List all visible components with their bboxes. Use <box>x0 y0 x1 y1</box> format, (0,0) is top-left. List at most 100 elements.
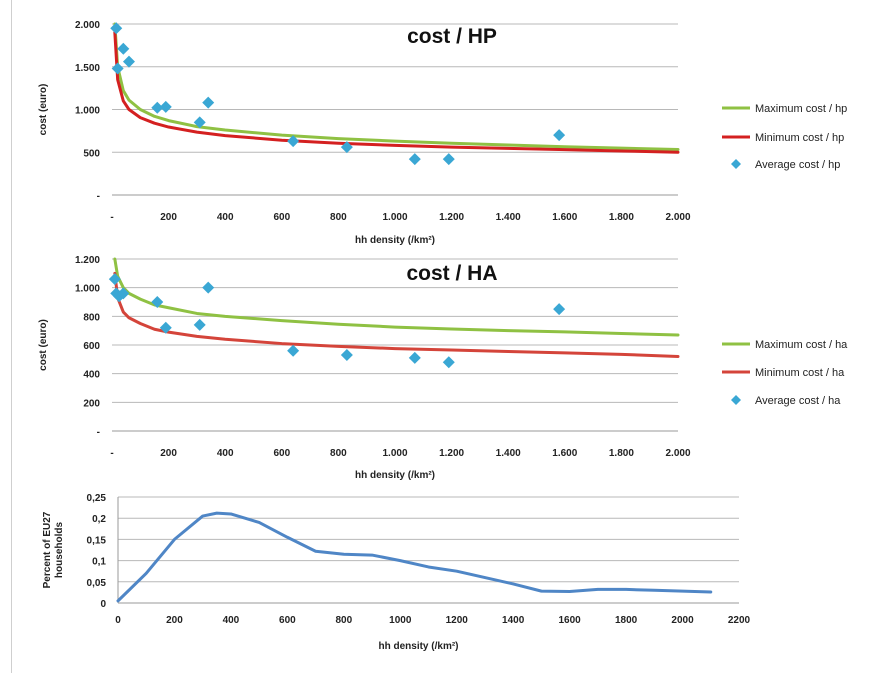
y-axis-label: cost (euro) <box>38 319 49 371</box>
data-point-marker <box>151 101 164 114</box>
x-tick-label: - <box>110 212 113 223</box>
data-point-marker <box>108 273 121 286</box>
chart-2: - 200 400 600 800 1.000 1.200 - 200 400 600 800 1.00… <box>38 255 848 481</box>
x-tick-label: 1400 <box>502 615 525 626</box>
x-tick-label: 800 <box>330 448 347 459</box>
y-axis-label-line: households <box>54 522 65 579</box>
data-point-marker <box>122 55 135 68</box>
x-tick-label: 1600 <box>559 615 582 626</box>
legend-label: Average cost / ha <box>755 395 841 407</box>
y-axis-label: cost (euro) <box>38 84 49 136</box>
x-tick-label: 1.600 <box>552 212 577 223</box>
y-tick-label: 0,15 <box>87 535 107 546</box>
data-point-marker <box>340 349 353 362</box>
y-tick-label: 200 <box>83 398 100 409</box>
data-point-marker <box>553 303 566 316</box>
x-tick-label: 200 <box>160 212 177 223</box>
x-tick-label: 1.400 <box>496 212 521 223</box>
y-tick-label: 1.000 <box>75 284 100 295</box>
data-point-marker <box>202 96 215 109</box>
y-tick-label: 500 <box>83 148 100 159</box>
y-tick-label: 0 <box>100 599 106 610</box>
data-point-marker <box>340 141 353 154</box>
x-tick-label: 1.200 <box>439 448 464 459</box>
x-tick-label: 2200 <box>728 615 751 626</box>
legend-label: Maximum cost / ha <box>755 339 848 351</box>
x-axis-label: hh density (/km²) <box>355 235 435 246</box>
x-tick-label: 1.800 <box>609 448 634 459</box>
y-tick-label: - <box>97 191 100 202</box>
x-tick-label: 600 <box>279 615 296 626</box>
x-tick-label: 0 <box>115 615 121 626</box>
data-point-marker <box>110 22 123 35</box>
data-point-marker <box>117 42 130 55</box>
legend-label: Minimum cost / ha <box>755 367 845 379</box>
x-tick-label: 600 <box>273 212 290 223</box>
x-tick-label: 800 <box>335 615 352 626</box>
series-line-2 <box>113 271 680 358</box>
y-tick-label: 600 <box>83 341 100 352</box>
data-point-marker <box>202 281 215 294</box>
x-tick-label: 1.400 <box>496 448 521 459</box>
x-tick-label: 800 <box>330 212 347 223</box>
data-point-marker <box>193 318 206 331</box>
data-point-marker <box>408 351 421 364</box>
data-point-marker <box>408 153 421 166</box>
y-tick-label: 800 <box>83 312 100 323</box>
legend-swatch <box>731 159 741 169</box>
x-tick-label: 1.000 <box>382 212 407 223</box>
data-point-marker <box>151 296 164 308</box>
data-point-marker <box>442 153 455 166</box>
x-tick-label: 2.000 <box>665 212 690 223</box>
y-tick-label: 0,2 <box>92 514 106 525</box>
data-point-marker <box>553 129 566 142</box>
x-tick-label: 1.000 <box>382 448 407 459</box>
chart-3: 0 0,05 0,1 0,15 0,2 0,25 0 200 400 600 800 1000 1200… <box>42 493 751 652</box>
legend-label: Maximum cost / hp <box>755 103 847 115</box>
y-tick-label: 1.500 <box>75 63 100 74</box>
x-tick-label: 1200 <box>446 615 469 626</box>
y-tick-label: 400 <box>83 370 100 381</box>
data-point-marker <box>159 321 172 334</box>
chart-title: cost / HP <box>407 25 497 48</box>
x-tick-label: 400 <box>223 615 240 626</box>
x-tick-label: 600 <box>273 448 290 459</box>
data-point-marker <box>287 135 300 148</box>
y-tick-label: - <box>97 427 100 438</box>
series-line-2 <box>113 31 680 154</box>
y-axis-label: Percent of EU27households <box>42 511 65 588</box>
y-tick-label: 0,05 <box>87 578 107 589</box>
x-tick-label: 400 <box>217 448 234 459</box>
x-axis-label: hh density (/km²) <box>355 470 435 481</box>
data-point-marker <box>442 356 455 369</box>
data-point-marker <box>287 344 300 357</box>
legend-swatch <box>731 395 741 405</box>
x-tick-label: - <box>110 448 113 459</box>
y-tick-label: 1.000 <box>75 106 100 117</box>
data-point-marker <box>159 100 172 113</box>
y-axis-label-line: Percent of EU27 <box>42 511 53 588</box>
x-tick-label: 200 <box>166 615 183 626</box>
series-line-1 <box>116 511 713 603</box>
legend-label: Average cost / hp <box>755 159 840 171</box>
legend-label: Minimum cost / hp <box>755 132 844 144</box>
left-border <box>11 0 12 673</box>
series-line-1 <box>113 22 680 152</box>
x-tick-label: 400 <box>217 212 234 223</box>
y-tick-label: 2.000 <box>75 20 100 31</box>
data-point-marker <box>117 287 130 300</box>
x-tick-label: 200 <box>160 448 177 459</box>
chart-1: - 500 1.000 1.500 2.000 - 200 400 600 800 1.000 1.2… <box>38 20 847 246</box>
data-point-marker <box>111 62 124 75</box>
x-tick-label: 2.000 <box>665 448 690 459</box>
x-tick-label: 1.600 <box>552 448 577 459</box>
chart-title: cost / HA <box>406 262 497 285</box>
y-tick-label: 0,1 <box>92 557 106 568</box>
x-tick-label: 1.200 <box>439 212 464 223</box>
x-tick-label: 1.800 <box>609 212 634 223</box>
x-axis-label: hh density (/km²) <box>378 641 458 652</box>
x-tick-label: 1800 <box>615 615 638 626</box>
x-tick-label: 2000 <box>671 615 694 626</box>
